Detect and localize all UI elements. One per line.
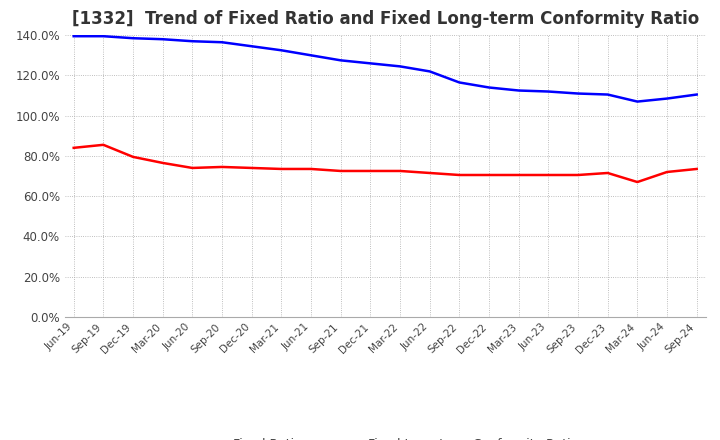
Fixed Ratio [662,96,671,101]
Fixed Long-term Conformity Ratio [574,172,582,178]
Fixed Ratio [633,99,642,104]
Fixed Ratio [158,37,167,42]
Fixed Long-term Conformity Ratio [426,170,434,176]
Fixed Long-term Conformity Ratio [248,165,256,171]
Fixed Ratio [574,91,582,96]
Fixed Ratio [455,80,464,85]
Fixed Ratio [514,88,523,93]
Fixed Ratio [693,92,701,97]
Fixed Long-term Conformity Ratio [129,154,138,160]
Fixed Long-term Conformity Ratio [188,165,197,171]
Fixed Ratio [99,33,108,39]
Fixed Ratio [544,89,553,94]
Fixed Ratio [217,40,226,45]
Fixed Long-term Conformity Ratio [307,166,315,172]
Fixed Ratio [307,53,315,58]
Fixed Long-term Conformity Ratio [455,172,464,178]
Fixed Ratio [485,85,493,90]
Line: Fixed Ratio: Fixed Ratio [73,36,697,102]
Fixed Ratio [603,92,612,97]
Line: Fixed Long-term Conformity Ratio: Fixed Long-term Conformity Ratio [73,145,697,182]
Fixed Long-term Conformity Ratio [366,169,374,174]
Fixed Long-term Conformity Ratio [396,169,405,174]
Fixed Long-term Conformity Ratio [158,160,167,165]
Fixed Ratio [277,48,286,53]
Fixed Long-term Conformity Ratio [69,145,78,150]
Fixed Long-term Conformity Ratio [99,142,108,147]
Fixed Ratio [248,44,256,49]
Fixed Long-term Conformity Ratio [544,172,553,178]
Fixed Ratio [188,39,197,44]
Fixed Ratio [69,33,78,39]
Legend: Fixed Ratio, Fixed Long-term Conformity Ratio: Fixed Ratio, Fixed Long-term Conformity … [186,432,585,440]
Fixed Ratio [336,58,345,63]
Fixed Long-term Conformity Ratio [514,172,523,178]
Fixed Ratio [129,36,138,41]
Fixed Ratio [366,61,374,66]
Fixed Long-term Conformity Ratio [336,169,345,174]
Fixed Long-term Conformity Ratio [603,170,612,176]
Fixed Long-term Conformity Ratio [217,164,226,169]
Fixed Long-term Conformity Ratio [633,180,642,185]
Fixed Ratio [396,64,405,69]
Fixed Long-term Conformity Ratio [485,172,493,178]
Fixed Long-term Conformity Ratio [277,166,286,172]
Title: [1332]  Trend of Fixed Ratio and Fixed Long-term Conformity Ratio: [1332] Trend of Fixed Ratio and Fixed Lo… [71,10,699,28]
Fixed Long-term Conformity Ratio [662,169,671,175]
Fixed Ratio [426,69,434,74]
Fixed Long-term Conformity Ratio [693,166,701,172]
